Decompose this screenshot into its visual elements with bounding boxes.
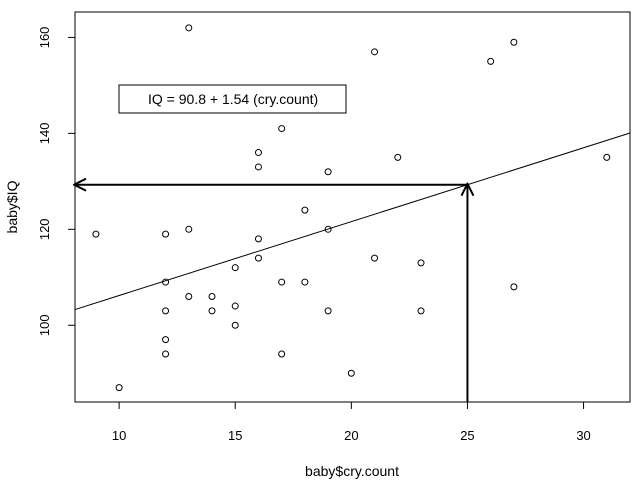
data-point <box>371 48 379 56</box>
plot-frame <box>74 11 631 403</box>
data-point <box>301 206 309 214</box>
data-point <box>162 278 170 286</box>
x-tick-label: 20 <box>344 428 358 443</box>
x-tick-label: 25 <box>460 428 474 443</box>
data-point <box>92 230 100 238</box>
data-point <box>231 264 239 272</box>
data-point <box>185 24 193 32</box>
y-axis-title: baby$IQ <box>4 180 20 233</box>
x-tick-label: 30 <box>576 428 590 443</box>
y-tick-label: 100 <box>37 314 52 336</box>
x-tick-label: 10 <box>112 428 126 443</box>
points-layer <box>92 24 611 392</box>
data-point <box>510 38 518 46</box>
data-point <box>231 302 239 310</box>
data-point <box>301 278 309 286</box>
data-point <box>417 307 425 315</box>
data-point <box>231 321 239 329</box>
data-point <box>254 235 262 243</box>
data-point <box>162 350 170 358</box>
data-point <box>278 278 286 286</box>
data-point <box>487 57 495 65</box>
data-point <box>208 292 216 300</box>
x-axis: 10 15 20 25 30 <box>112 402 591 443</box>
data-point <box>371 254 379 262</box>
regression-line <box>74 132 631 311</box>
x-axis-title: baby$cry.count <box>305 463 399 479</box>
y-tick-label: 120 <box>37 218 52 240</box>
x-tick-label: 15 <box>228 428 242 443</box>
data-point <box>417 259 425 267</box>
data-point <box>254 163 262 171</box>
data-point <box>324 307 332 315</box>
data-point <box>278 350 286 358</box>
y-tick-label: 140 <box>37 123 52 145</box>
equation-box-frame <box>118 84 347 114</box>
data-point <box>324 225 332 233</box>
data-point <box>162 307 170 315</box>
equation-label: IQ = 90.8 + 1.54 (cry.count) <box>148 91 318 107</box>
data-point <box>394 153 402 161</box>
data-point <box>208 307 216 315</box>
data-point <box>603 153 611 161</box>
data-point <box>254 149 262 157</box>
data-point <box>278 125 286 133</box>
data-point <box>185 225 193 233</box>
y-tick-label: 160 <box>37 27 52 49</box>
annotation-arrows <box>75 185 467 402</box>
data-point <box>162 230 170 238</box>
data-point <box>510 283 518 291</box>
data-point <box>254 254 262 262</box>
data-point <box>324 168 332 176</box>
y-axis: 100 120 140 160 <box>37 27 75 336</box>
data-point <box>115 384 123 392</box>
equation-box: IQ = 90.8 + 1.54 (cry.count) <box>118 84 347 114</box>
data-point <box>347 369 355 377</box>
regression-layer <box>74 132 631 311</box>
data-point <box>162 336 170 344</box>
data-point <box>185 292 193 300</box>
